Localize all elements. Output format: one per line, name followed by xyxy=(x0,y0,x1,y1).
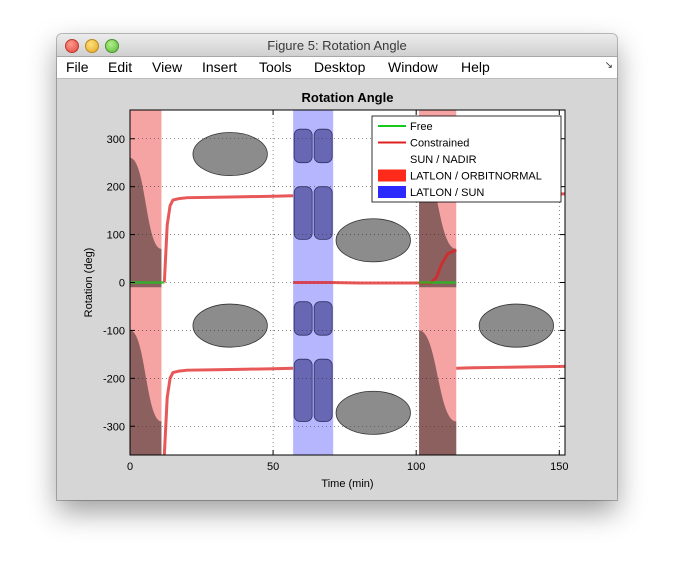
menu-help[interactable]: Help xyxy=(461,59,490,75)
x-tick-label: 150 xyxy=(550,461,568,473)
plot-content xyxy=(130,110,565,455)
sun-constraint-block-3-1 xyxy=(313,358,333,422)
y-tick-label: 0 xyxy=(119,278,125,290)
menu-desktop[interactable]: Desktop xyxy=(314,59,366,75)
menu-window[interactable]: Window xyxy=(388,59,438,75)
x-tick-label: 0 xyxy=(127,461,133,473)
sun-constraint-block-0-0 xyxy=(293,128,313,164)
y-tick-label: 300 xyxy=(107,134,125,146)
series-constrained-segment-0 xyxy=(162,194,294,283)
sun-exclusion-ellipse-0 xyxy=(192,132,268,177)
sun-exclusion-ellipse-3 xyxy=(335,390,411,435)
series-constrained-segment-3 xyxy=(456,364,565,370)
menu-tools[interactable]: Tools xyxy=(259,59,292,75)
y-tick-label: -200 xyxy=(103,373,125,385)
menu-insert[interactable]: Insert xyxy=(202,59,238,75)
menu-file[interactable]: File xyxy=(66,59,89,75)
figure-area: 0 50 100 150 300 200 100 0 -100 -200 -300 Rotation … xyxy=(57,79,617,500)
sun-constraint-block-1-0 xyxy=(293,186,313,240)
sun-exclusion-ellipse-1 xyxy=(192,303,268,348)
minimize-button[interactable] xyxy=(85,39,99,53)
y-tick-label: 200 xyxy=(107,182,125,194)
legend-entry: LATLON / ORBITNORMAL xyxy=(410,171,542,183)
y-axis-label: Rotation (deg) xyxy=(83,248,95,318)
sun-constraint-block-1-1 xyxy=(313,186,333,240)
series-constrained-segment-1 xyxy=(162,366,294,455)
rotation-angle-chart: 0 50 100 150 300 200 100 0 -100 -200 -300 Rotation … xyxy=(83,90,568,490)
y-tick-label: 100 xyxy=(107,230,125,242)
legend-swatch-orbitnormal xyxy=(378,169,406,182)
legend-entry: LATLON / SUN xyxy=(410,187,484,199)
title-bar[interactable]: Figure 5: Rotation Angle xyxy=(57,34,617,57)
x-axis-label: Time (min) xyxy=(321,478,373,490)
orbitnormal-constraint-0-1 xyxy=(130,330,162,455)
sun-exclusion-ellipse-4 xyxy=(478,303,554,348)
zoom-button[interactable] xyxy=(105,39,119,53)
menu-edit[interactable]: Edit xyxy=(108,59,133,75)
legend-entry: Constrained xyxy=(410,138,469,150)
sun-constraint-block-0-1 xyxy=(313,128,333,164)
menu-bar: File Edit View Insert Tools Desktop Wind… xyxy=(57,57,617,79)
sun-constraint-block-3-0 xyxy=(293,358,313,422)
orbitnormal-constraint-0-0 xyxy=(130,157,162,288)
close-button[interactable] xyxy=(65,39,79,53)
dock-arrow-icon[interactable]: ↘ xyxy=(604,60,613,71)
sun-exclusion-ellipse-2 xyxy=(335,218,411,263)
figure-window: Figure 5: Rotation Angle File Edit View … xyxy=(57,34,617,500)
legend-entry: Free xyxy=(410,121,433,133)
legend-box xyxy=(371,115,562,203)
sun-constraint-block-2-0 xyxy=(293,301,313,336)
orbitnormal-constraint-1-1 xyxy=(419,330,457,455)
x-tick-label: 50 xyxy=(267,461,279,473)
chart-title: Rotation Angle xyxy=(302,90,394,105)
menu-view[interactable]: View xyxy=(152,59,183,75)
legend-swatch-sun xyxy=(378,186,406,198)
y-tick-label: -100 xyxy=(103,325,125,337)
window-title: Figure 5: Rotation Angle xyxy=(267,38,407,53)
sun-constraint-block-2-1 xyxy=(313,301,333,336)
y-tick-label: -300 xyxy=(103,421,125,433)
legend-entry: SUN / NADIR xyxy=(410,154,477,166)
x-tick-label: 100 xyxy=(407,461,425,473)
